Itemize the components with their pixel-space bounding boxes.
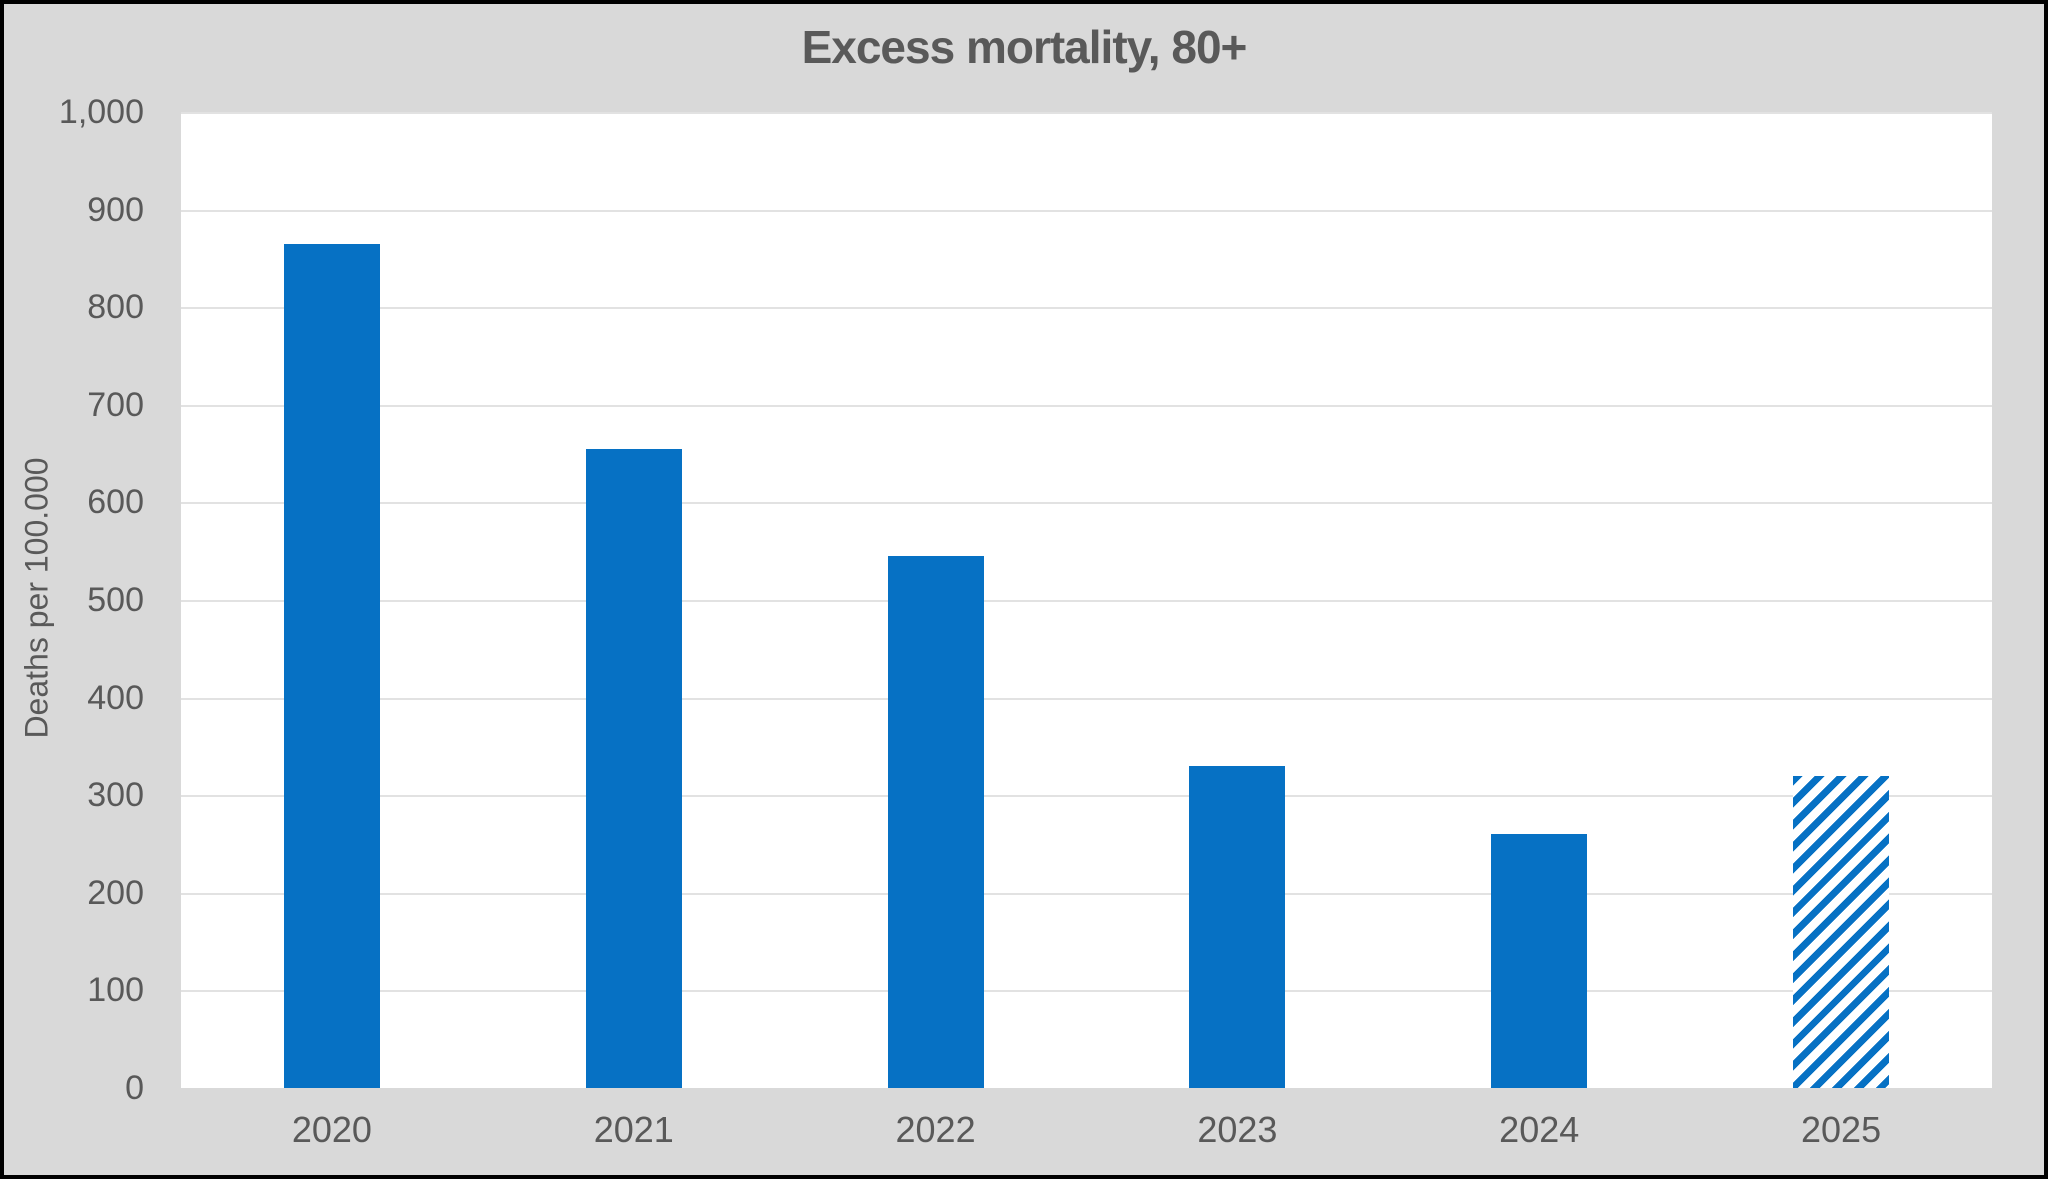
gridline-400: [181, 697, 1992, 700]
y-tick-label-0: 0: [125, 1069, 144, 1107]
gridline-800: [181, 307, 1992, 310]
y-tick-label-400: 400: [87, 678, 144, 717]
y-tick-label-700: 700: [87, 385, 144, 424]
y-tick-label-900: 900: [87, 190, 144, 229]
y-tick-label-500: 500: [87, 581, 144, 619]
bar-slot-2022: [785, 112, 1087, 1088]
y-tick-label-200: 200: [87, 873, 144, 912]
bar-slot-2021: [483, 112, 785, 1088]
gridline-300: [181, 795, 1992, 798]
y-tick-label-300: 300: [87, 776, 144, 815]
chart-title: Excess mortality, 80+: [801, 21, 1248, 73]
plot-area: [181, 112, 1992, 1088]
gridline-1000: [181, 112, 1992, 114]
gridline-100: [181, 990, 1992, 993]
gridline-200: [181, 892, 1992, 895]
bar-2020: [283, 243, 380, 1088]
y-tick-label-600: 600: [87, 483, 144, 522]
gridline-700: [181, 404, 1992, 407]
y-axis-tick-labels: 0 100 200 300 400 500 600 700 800 900 1,000: [4, 93, 144, 1107]
bar-2024: [1491, 834, 1588, 1088]
x-tick-label-2021: 2021: [593, 1109, 674, 1150]
y-tick-label-100: 100: [87, 971, 144, 1010]
x-tick-label-2022: 2022: [895, 1109, 976, 1150]
y-tick-label-1000: 1,000: [58, 93, 144, 131]
bar-slot-2023: [1086, 112, 1388, 1088]
x-axis-tick-labels: 2020 2021 2022 2023 2024 2025: [181, 1106, 1992, 1154]
x-tick-label-2020: 2020: [291, 1109, 372, 1150]
bars-container: [181, 112, 1992, 1088]
bar-2023: [1189, 765, 1286, 1088]
gridline-500: [181, 600, 1992, 602]
bar-slot-2025: [1690, 112, 1992, 1088]
x-tick-label-2025: 2025: [1801, 1109, 1882, 1150]
bar-slot-2024: [1388, 112, 1690, 1088]
bar-2025: [1793, 775, 1890, 1088]
x-tick-label-2023: 2023: [1197, 1109, 1278, 1150]
x-tick-label-2024: 2024: [1499, 1109, 1580, 1150]
gridline-900: [181, 209, 1992, 212]
bar-2022: [887, 556, 984, 1088]
y-tick-label-800: 800: [87, 288, 144, 327]
bar-2021: [585, 448, 682, 1088]
gridline-600: [181, 502, 1992, 505]
bar-slot-2020: [181, 112, 483, 1088]
